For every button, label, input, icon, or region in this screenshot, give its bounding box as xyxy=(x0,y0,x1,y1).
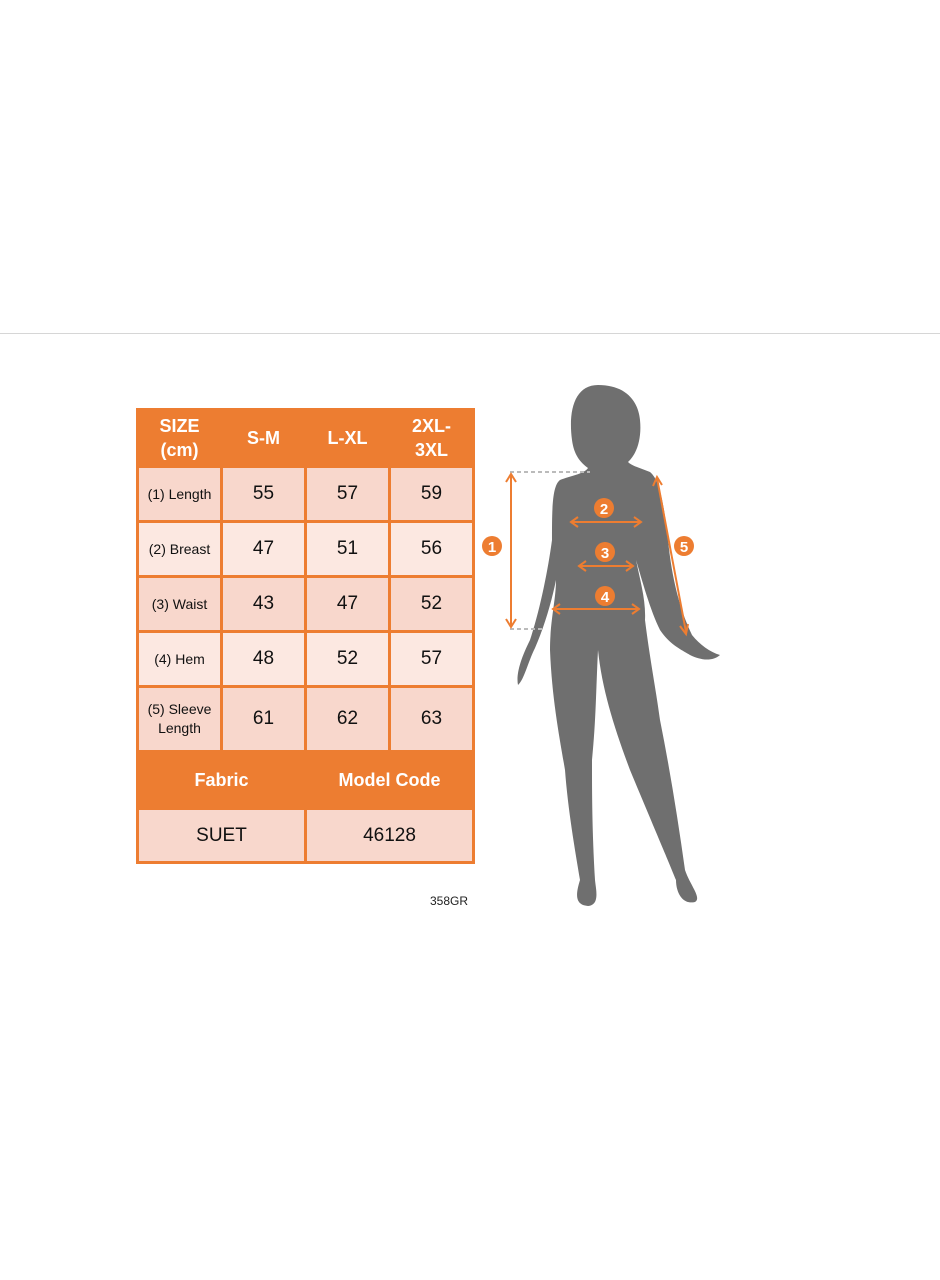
cell: 55 xyxy=(220,465,307,523)
marker-1-label: 1 xyxy=(488,539,496,556)
cell: 62 xyxy=(304,685,391,753)
marker-3 xyxy=(595,542,615,562)
header-s-m: S-M xyxy=(220,408,307,468)
cell: 47 xyxy=(304,575,391,633)
marker-2-label: 2 xyxy=(600,501,608,518)
cell: 63 xyxy=(388,685,475,753)
cell: 61 xyxy=(220,685,307,753)
table-row: (5) Sleeve Length 61 62 63 xyxy=(136,685,475,753)
table-row: (1) Length 55 57 59 xyxy=(136,465,475,523)
row-label: (1) Length xyxy=(136,465,223,523)
cell: 52 xyxy=(304,630,391,688)
header-2xl-3xl: 2XL- 3XL xyxy=(388,408,475,468)
body-silhouette-figure: 1 2 3 4 5 xyxy=(482,385,720,906)
fabric-value: SUET xyxy=(136,807,307,864)
marker-4-label: 4 xyxy=(601,589,610,606)
marker-5 xyxy=(674,536,694,556)
measurement-lines xyxy=(505,471,689,637)
marker-3-label: 3 xyxy=(601,545,609,562)
table-row: (4) Hem 48 52 57 xyxy=(136,630,475,688)
row-label: (3) Waist xyxy=(136,575,223,633)
table-row: (3) Waist 43 47 52 xyxy=(136,575,475,633)
cell: 59 xyxy=(388,465,475,523)
product-code: 358GR xyxy=(430,894,469,908)
divider xyxy=(0,333,940,334)
header-row: SIZE (cm) S-M L-XL 2XL- 3XL xyxy=(136,408,475,468)
cell: 52 xyxy=(388,575,475,633)
table-row: (2) Breast 47 51 56 xyxy=(136,520,475,578)
header-l-xl: L-XL xyxy=(304,408,391,468)
marker-5-label: 5 xyxy=(680,539,688,556)
size-table: SIZE (cm) S-M L-XL 2XL- 3XL (1) Length 55 … xyxy=(136,408,475,864)
cell: 57 xyxy=(388,630,475,688)
cell: 57 xyxy=(304,465,391,523)
cell: 51 xyxy=(304,520,391,578)
fabric-header: Fabric xyxy=(136,750,307,810)
model-code-header: Model Code xyxy=(304,750,475,810)
measurement-markers: 1 2 3 4 5 xyxy=(482,498,694,606)
cell: 56 xyxy=(388,520,475,578)
cell: 43 xyxy=(220,575,307,633)
cell: 47 xyxy=(220,520,307,578)
row-label: (4) Hem xyxy=(136,630,223,688)
row-label: (2) Breast xyxy=(136,520,223,578)
marker-2 xyxy=(594,498,614,518)
marker-1 xyxy=(482,536,502,556)
marker-4 xyxy=(595,586,615,606)
silhouette xyxy=(517,385,720,906)
fabric-header-row: Fabric Model Code xyxy=(136,750,475,810)
cell: 48 xyxy=(220,630,307,688)
header-size: SIZE (cm) xyxy=(136,408,223,468)
fabric-value-row: SUET 46128 xyxy=(136,807,475,864)
model-code-value: 46128 xyxy=(304,807,475,864)
row-label: (5) Sleeve Length xyxy=(136,685,223,753)
